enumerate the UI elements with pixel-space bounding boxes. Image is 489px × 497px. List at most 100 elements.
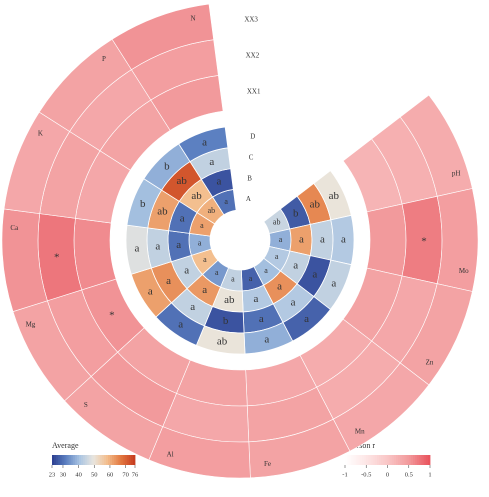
colorbar-step xyxy=(112,455,115,465)
significance-letter: a xyxy=(331,277,336,289)
colorbar-step xyxy=(385,455,388,465)
significance-star: * xyxy=(109,310,115,322)
colorbar-step xyxy=(406,455,410,465)
colorbar-step xyxy=(118,455,121,465)
colorbar-step xyxy=(417,455,420,465)
significance-letter: b xyxy=(293,208,299,220)
significance-letter: a xyxy=(184,264,189,276)
variable-label: K xyxy=(38,130,43,138)
colorbar-step xyxy=(108,455,111,465)
significance-letter: b xyxy=(164,160,170,172)
colorbar-step xyxy=(345,455,348,465)
colorbar-step xyxy=(374,455,378,465)
significance-letter: ab xyxy=(157,205,168,217)
significance-letter: a xyxy=(253,293,258,305)
colorbar-step xyxy=(103,455,107,465)
colorbar-step xyxy=(408,455,412,465)
colorbar-step xyxy=(379,455,382,465)
significance-letter: ab xyxy=(310,199,321,211)
colorbar-step xyxy=(353,455,357,465)
variable-label: P xyxy=(102,55,106,63)
colorbar-tick-label: 60 xyxy=(107,471,114,478)
colorbar-step xyxy=(110,455,113,465)
row-label: XX2 xyxy=(246,52,260,60)
colorbar-step xyxy=(56,455,59,465)
variable-label: pH xyxy=(452,170,461,178)
colorbar-step xyxy=(68,455,72,465)
colorbar-step xyxy=(396,455,399,465)
colorbar-step xyxy=(376,455,380,465)
colorbar-step xyxy=(351,455,354,465)
significance-letter: a xyxy=(166,275,171,287)
colorbar-step xyxy=(393,455,397,465)
colorbar-step xyxy=(368,455,371,465)
inner-cell xyxy=(178,126,229,163)
colorbar-tick-label: -1 xyxy=(342,471,347,478)
significance-letter: a xyxy=(320,234,325,246)
colorbar-tick-label: 30 xyxy=(60,471,67,478)
significance-letter: b xyxy=(140,198,146,210)
significance-letter: a xyxy=(178,318,183,330)
significance-letter: a xyxy=(180,212,185,224)
outer-cell xyxy=(111,3,214,71)
significance-letter: a xyxy=(264,334,269,346)
colorbar-step xyxy=(85,455,88,465)
colorbar-step xyxy=(72,455,76,465)
colorbar-step xyxy=(364,455,367,465)
significance-letter: a xyxy=(190,301,195,313)
average-legend-title: Average xyxy=(52,441,79,450)
significance-letter: ab xyxy=(176,175,187,187)
outer-cell xyxy=(73,217,117,291)
significance-letter: a xyxy=(203,255,207,264)
colorbar-step xyxy=(130,455,134,465)
colorbar-tick-label: 1 xyxy=(428,471,431,478)
significance-letter: a xyxy=(279,235,283,244)
colorbar-tick-label: -0.5 xyxy=(361,471,371,478)
colorbar-tick-label: 76 xyxy=(132,471,139,478)
colorbar-step xyxy=(410,455,414,465)
significance-letter: a xyxy=(176,239,181,251)
colorbar-step xyxy=(78,455,82,465)
significance-letter: a xyxy=(148,285,153,297)
significance-letter: a xyxy=(293,260,298,272)
significance-letter: a xyxy=(299,234,304,246)
row-label: XX1 xyxy=(247,88,261,96)
colorbar-step xyxy=(419,455,422,465)
significance-star: * xyxy=(54,252,60,264)
colorbar-step xyxy=(70,455,74,465)
colorbar-step xyxy=(81,455,84,465)
significance-letter: a xyxy=(200,221,204,230)
colorbar-step xyxy=(120,455,123,465)
colorbar-step xyxy=(52,455,55,465)
colorbar-step xyxy=(132,455,136,465)
significance-letter: a xyxy=(341,234,346,246)
significance-letter: ab xyxy=(208,206,216,215)
colorbar-step xyxy=(389,455,393,465)
colorbar-step xyxy=(357,455,361,465)
significance-letter: a xyxy=(264,266,268,275)
significance-letter: a xyxy=(209,156,214,168)
colorbar-tick-label: 70 xyxy=(122,471,129,478)
colorbar-step xyxy=(404,455,408,465)
colorbar-step xyxy=(355,455,359,465)
significance-letter: a xyxy=(215,268,219,277)
colorbar-step xyxy=(97,455,101,465)
variable-label: Mo xyxy=(459,267,469,275)
colorbar-step xyxy=(105,455,109,465)
colorbar-step xyxy=(402,455,405,465)
colorbar-step xyxy=(372,455,376,465)
significance-letter: b xyxy=(223,315,229,327)
significance-letter: ab xyxy=(224,294,235,306)
colorbar-step xyxy=(391,455,395,465)
colorbar-step xyxy=(95,455,99,465)
colorbar-step xyxy=(362,455,365,465)
colorbar-step xyxy=(99,455,103,465)
significance-letter: a xyxy=(217,176,222,188)
significance-letter: ab xyxy=(329,190,340,202)
significance-letter: ab xyxy=(191,190,202,202)
colorbar-step xyxy=(400,455,403,465)
colorbar-step xyxy=(64,455,67,465)
colorbar-step xyxy=(423,455,427,465)
colorbar-step xyxy=(91,455,94,465)
variable-label: N xyxy=(190,15,195,23)
